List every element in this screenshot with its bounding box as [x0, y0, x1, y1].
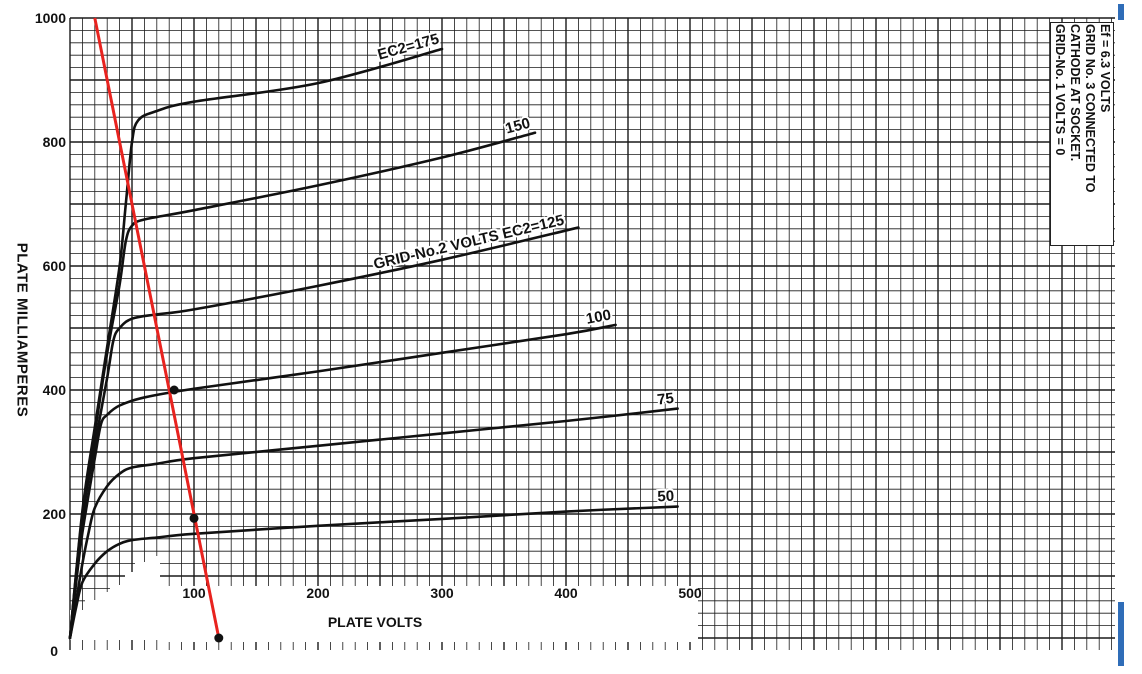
y-tick-label: 0	[50, 643, 58, 659]
series-label: 50	[657, 488, 674, 506]
series-line-75	[68, 407, 679, 640]
x-axis-ticks: 100 200 300 400 500	[182, 585, 702, 601]
load-line	[93, 17, 224, 643]
x-tick-label: 100	[182, 585, 206, 601]
series-label: GRID-No.2 VOLTS EC2=125	[372, 212, 566, 273]
note-line: GRID No. 3 CONNECTED TO	[1083, 24, 1097, 193]
y-tick-label: 800	[43, 134, 67, 150]
blank-area	[70, 556, 160, 640]
series-label: 150	[504, 115, 533, 138]
y-tick-label: 200	[43, 506, 67, 522]
chart-series	[68, 47, 679, 640]
x-tick-label: 400	[554, 585, 578, 601]
conditions-note-text: Ef = 6.3 VOLTS GRID No. 3 CONNECTED TO C…	[1052, 24, 1112, 244]
edge-bar-top	[1118, 4, 1124, 20]
series-line-125	[68, 226, 580, 640]
load-line-segment	[93, 17, 221, 639]
series-line-100	[68, 323, 617, 640]
series-label: 100	[585, 306, 613, 327]
x-tick-label: 300	[430, 585, 454, 601]
series-line-50	[68, 505, 679, 640]
y-tick-label: 400	[43, 382, 67, 398]
y-tick-label: 1000	[35, 10, 66, 26]
chart-grid	[69, 17, 1115, 650]
x-axis-label: PLATE VOLTS	[323, 614, 427, 630]
x-tick-label: 200	[306, 585, 330, 601]
operating-point-marker	[169, 385, 179, 395]
y-tick-label: 600	[43, 258, 67, 274]
series-label: 75	[656, 390, 674, 409]
note-line: Ef = 6.3 VOLTS	[1098, 24, 1112, 113]
operating-point-marker	[214, 633, 224, 643]
note-line: GRID-No. 1 VOLTS = 0	[1053, 24, 1067, 156]
x-tick-label: 500	[678, 585, 702, 601]
y-axis-label: PLATE MILLIAMPERES	[13, 242, 31, 418]
y-axis-ticks: 0 200 400 600 800 1000	[35, 10, 66, 659]
operating-point-marker	[189, 513, 199, 523]
edge-bar-bottom	[1118, 602, 1124, 666]
conditions-note-box: Ef = 6.3 VOLTS GRID No. 3 CONNECTED TO C…	[1050, 22, 1114, 246]
note-line: CATHODE AT SOCKET.	[1068, 24, 1082, 162]
blank-area	[160, 586, 698, 642]
